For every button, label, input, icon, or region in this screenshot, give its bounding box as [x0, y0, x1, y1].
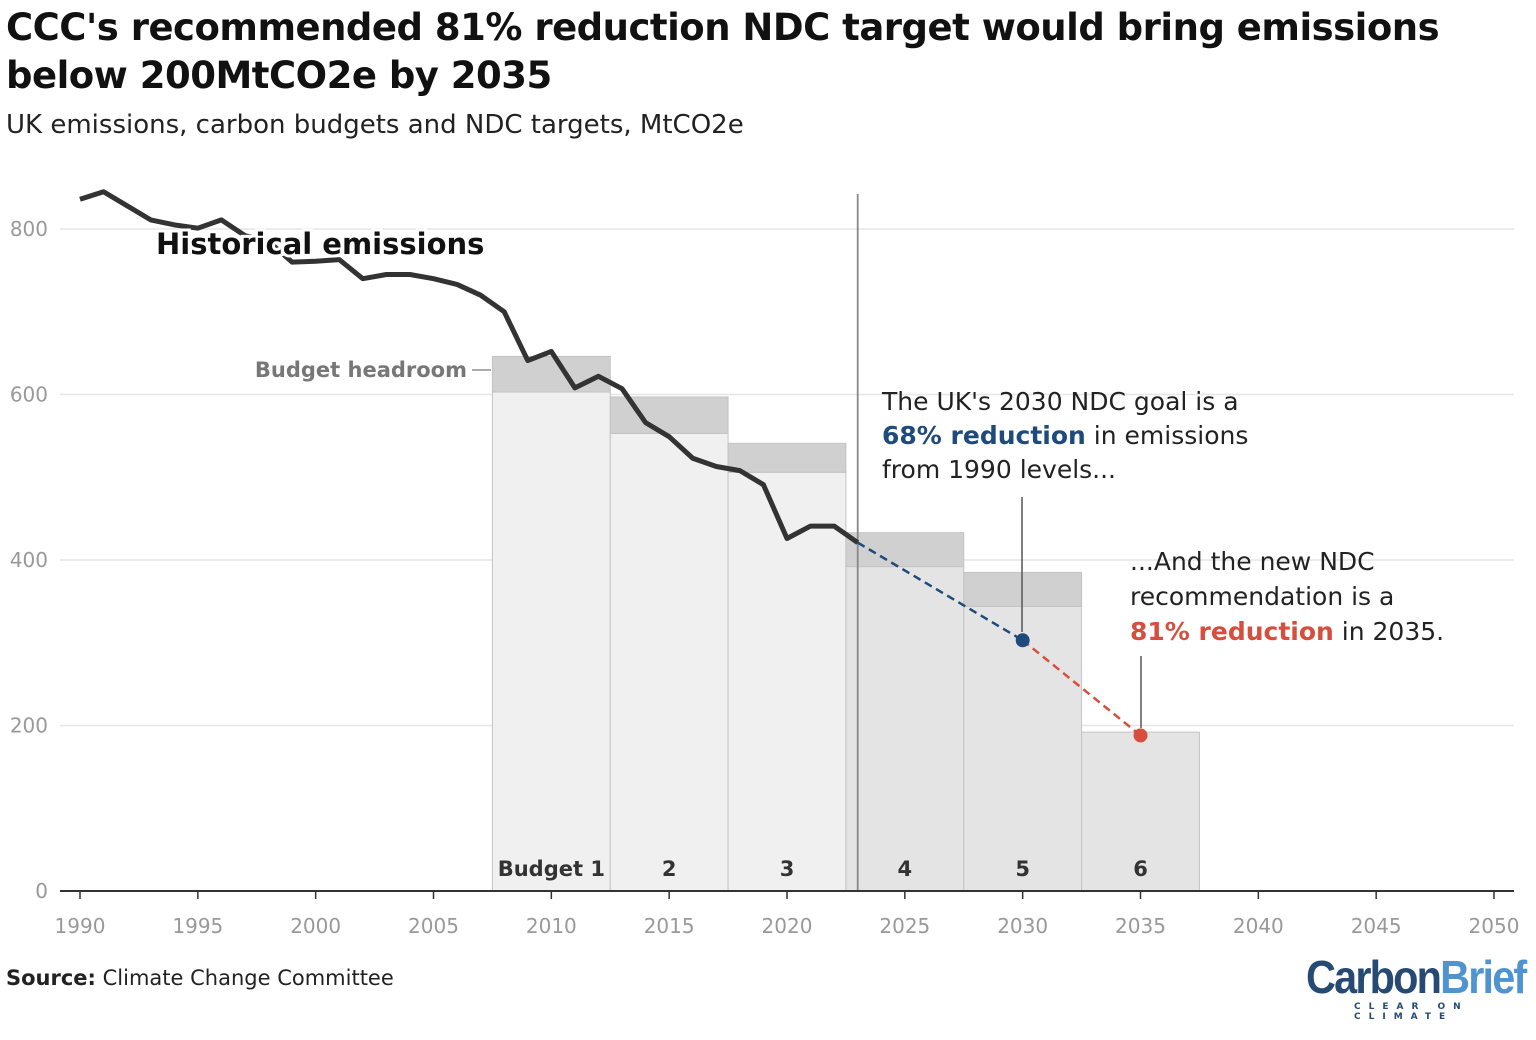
- x-tick-label: 1990: [55, 914, 106, 938]
- y-tick-label: 600: [10, 383, 48, 407]
- x-tick-label: 2040: [1233, 914, 1284, 938]
- budget-headroom-bar: [609, 396, 729, 434]
- budget-bar: [609, 432, 729, 892]
- x-tick-label: 2020: [762, 914, 813, 938]
- headroom-label: Budget headroom: [255, 358, 467, 382]
- budget-label: 6: [1133, 857, 1148, 881]
- x-tick-label: 2035: [1115, 914, 1166, 938]
- ndc2035-line3: 81% reduction in 2035.: [1130, 617, 1444, 646]
- x-tick-label: 2010: [526, 914, 577, 938]
- x-tick-label: 2005: [408, 914, 459, 938]
- x-tick-label: 2025: [879, 914, 930, 938]
- logo-part1: Carbon: [1306, 951, 1442, 1003]
- target-2030-point: [1015, 633, 1030, 648]
- source-label: Source:: [6, 966, 96, 990]
- budget-bar: [491, 391, 611, 892]
- budget-label: 5: [1015, 857, 1030, 881]
- target-2035-point: [1133, 728, 1148, 743]
- budget-bar: [963, 605, 1083, 892]
- budget-label: 3: [780, 857, 795, 881]
- source-note: Source: Climate Change Committee: [6, 966, 394, 990]
- historical-emissions-line: [79, 189, 860, 545]
- x-tick-label: 2030: [997, 914, 1048, 938]
- y-tick-label: 800: [10, 217, 48, 241]
- logo-tagline: CLEAR ON CLIMATE: [1354, 1002, 1469, 1022]
- chart-title: CCC's recommended 81% reduction NDC targ…: [6, 6, 1440, 97]
- historical-label: Historical emissions: [156, 227, 484, 261]
- ndc2030-highlight: 68% reduction: [882, 421, 1086, 450]
- chart-subtitle: UK emissions, carbon budgets and NDC tar…: [6, 110, 744, 140]
- y-tick-label: 400: [10, 548, 48, 572]
- ndc2035-line2: recommendation is a: [1130, 582, 1394, 611]
- budget-label: 4: [898, 857, 913, 881]
- source-text: Climate Change Committee: [102, 966, 394, 990]
- budget-bar: [1081, 731, 1200, 892]
- x-tick-label: 2050: [1469, 914, 1520, 938]
- projection-2030-line: [857, 541, 1024, 642]
- budget-bar: [727, 471, 847, 892]
- budget-label: Budget 1: [498, 857, 605, 881]
- ndc2035-highlight: 81% reduction: [1130, 617, 1334, 646]
- ndc2035-line1: ...And the new NDC: [1130, 547, 1375, 576]
- y-tick-label: 200: [10, 714, 48, 738]
- budget-headroom-bar: [845, 532, 965, 568]
- ndc2030-line3: from 1990 levels...: [882, 455, 1116, 484]
- logo-part2: Brief: [1440, 951, 1527, 1003]
- y-tick-label: 0: [35, 879, 48, 903]
- budget-headroom-bar: [491, 355, 611, 393]
- x-tick-label: 2045: [1351, 914, 1402, 938]
- budget-headroom-bar: [727, 442, 847, 473]
- budget-bar: [845, 566, 965, 892]
- x-tick-label: 2015: [644, 914, 695, 938]
- ndc2035-line3-rest: in 2035.: [1334, 617, 1444, 646]
- x-tick-label: 1995: [172, 914, 223, 938]
- carbonbrief-logo: CarbonBrief CLEAR ON CLIMATE: [1306, 951, 1527, 1022]
- ndc2030-line2-rest: in emissions: [1086, 421, 1249, 450]
- ndc2030-line1: The UK's 2030 NDC goal is a: [881, 387, 1239, 416]
- x-tick-label: 2000: [290, 914, 341, 938]
- budget-label: 2: [662, 857, 677, 881]
- ndc2030-line2: 68% reduction in emissions: [882, 421, 1248, 450]
